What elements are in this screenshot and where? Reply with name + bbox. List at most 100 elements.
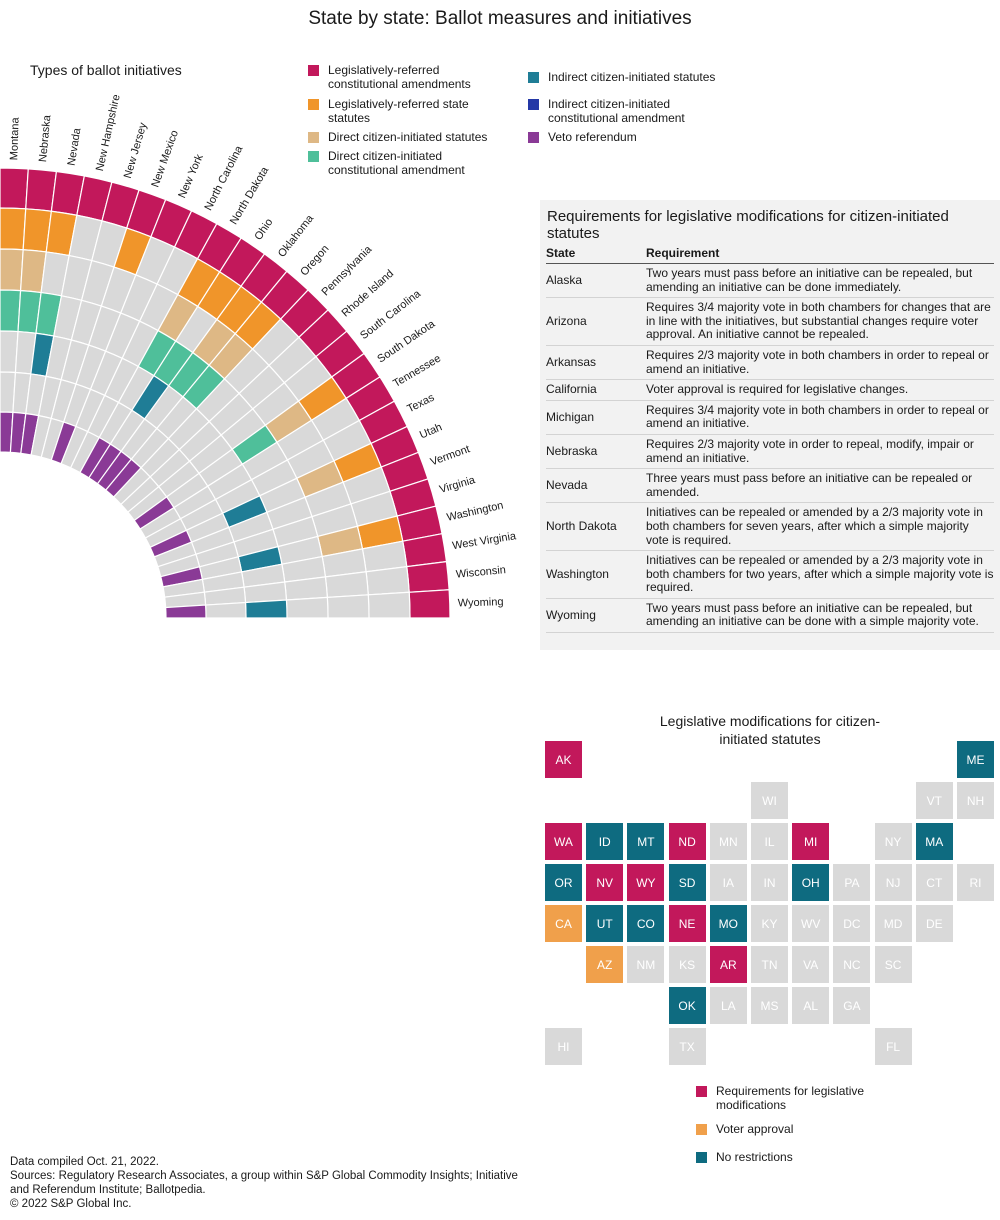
radial-cell — [285, 596, 329, 619]
state-tile: DE — [915, 905, 953, 942]
radial-cell — [0, 167, 29, 210]
radial-state-label: Nebraska — [37, 114, 53, 163]
row-state: Wyoming — [546, 598, 646, 634]
state-tile: KS — [668, 946, 706, 983]
radial-state-label: Texas — [405, 391, 436, 415]
row-requirement: Two years must pass before an initiative… — [646, 598, 994, 634]
state-tile: NH — [957, 782, 994, 819]
state-tile: VA — [792, 946, 830, 983]
legend-swatch — [696, 1086, 707, 1097]
radial-cell — [326, 594, 370, 619]
state-tile: MT — [627, 823, 665, 860]
table-row: Nevada Three years must pass before an in… — [546, 468, 994, 504]
state-tile: TN — [751, 946, 788, 983]
state-tile: MO — [709, 905, 747, 942]
row-state: Michigan — [546, 400, 646, 435]
radial-state-label: Vermont — [429, 443, 472, 468]
legend-swatch — [308, 65, 319, 76]
state-tile: IA — [709, 864, 747, 901]
legend-swatch — [308, 99, 319, 110]
row-state: North Dakota — [546, 502, 646, 552]
row-requirement: Requires 2/3 majority vote in order to r… — [646, 434, 994, 470]
state-tile: MD — [874, 905, 912, 942]
table-row: Arkansas Requires 2/3 majority vote in bo… — [546, 345, 994, 381]
row-requirement: Three years must pass before an initiati… — [646, 468, 994, 504]
row-state: Nebraska — [546, 434, 646, 470]
radial-cell — [244, 599, 288, 619]
row-requirement: Initiatives can be repealed or amended b… — [646, 502, 994, 552]
radial-state-label: Oregon — [298, 243, 331, 278]
legend-item: No restrictions — [696, 1150, 916, 1164]
legend-swatch — [696, 1124, 707, 1135]
table-row: Arizona Requires 3/4 majority vote in bot… — [546, 297, 994, 346]
legend-item: Voter approval — [696, 1122, 916, 1136]
legend-item: Legislatively-referred constitutional am… — [308, 63, 528, 91]
radial-chart: AlabamaAlaskaArizonaArkansasCaliforniaCo… — [0, 93, 518, 619]
state-tile: NC — [833, 946, 871, 983]
state-tile: WV — [792, 905, 830, 942]
legend-swatch — [308, 151, 319, 162]
state-tile: AL — [792, 987, 830, 1024]
radial-state-label: New Hampshire — [94, 93, 123, 172]
table-row: Michigan Requires 3/4 majority vote in bo… — [546, 400, 994, 435]
legend-label: Direct citizen-initiated statutes — [328, 130, 488, 144]
legend-swatch — [528, 132, 539, 143]
radial-state-label: Virginia — [438, 474, 477, 496]
state-tile: NM — [627, 946, 665, 983]
state-tile: VT — [915, 782, 953, 819]
legend-item: Direct citizen-initiated constitutional … — [308, 149, 528, 177]
state-tile: RI — [957, 864, 994, 901]
requirements-title: Requirements for legislative modificatio… — [547, 208, 949, 242]
table-row: Washington Initiatives can be repealed or… — [546, 550, 994, 599]
legend-item: Veto referendum — [528, 130, 748, 144]
radial-cell — [0, 248, 24, 292]
legend-label: Indirect citizen-initiated statutes — [548, 70, 716, 84]
state-tile: OR — [545, 864, 582, 901]
radial-cells — [0, 167, 451, 619]
row-requirement: Initiatives can be repealed or amended b… — [646, 550, 994, 599]
state-tile: NE — [668, 905, 706, 942]
table-row: Wyoming Two years must pass before an ini… — [546, 598, 994, 634]
legend-item: Direct citizen-initiated statutes — [308, 130, 528, 144]
legend-item: Indirect citizen-initiated statutes — [528, 70, 748, 84]
state-tile: OH — [792, 864, 830, 901]
legend-swatch — [528, 72, 539, 83]
radial-state-label: Wisconsin — [455, 564, 506, 581]
state-tile: FL — [874, 1028, 912, 1065]
state-tile: WY — [627, 864, 665, 901]
table-row: Nebraska Requires 2/3 majority vote in or… — [546, 434, 994, 470]
radial-state-label: New Jersey — [122, 121, 150, 180]
state-tile: MA — [915, 823, 953, 860]
radial-cell — [324, 571, 369, 599]
state-tile: UT — [586, 905, 624, 942]
legend-label: Requirements for legislative modificatio… — [716, 1084, 865, 1112]
legend-label: Voter approval — [716, 1122, 794, 1136]
legend-label: No restrictions — [716, 1150, 793, 1164]
requirements-table: State Requirement Alaska Two years must p… — [546, 245, 994, 634]
footer-compiled: Data compiled Oct. 21, 2022. — [10, 1156, 159, 1168]
state-tile: GA — [833, 987, 871, 1024]
legend-item: Legislatively-referred state statutes — [308, 97, 528, 125]
state-tile: WI — [751, 782, 788, 819]
row-state: Arkansas — [546, 345, 646, 381]
radial-state-label: Montana — [8, 116, 21, 160]
state-tile: CT — [915, 864, 953, 901]
state-tile: AK — [545, 741, 582, 778]
state-tile: SC — [874, 946, 912, 983]
radial-state-label: Wyoming — [458, 596, 504, 609]
state-tile: MI — [792, 823, 830, 860]
radial-state-label: New Mexico — [149, 129, 181, 189]
state-tile: LA — [709, 987, 747, 1024]
footer: Data compiled Oct. 21, 2022. Sources: Re… — [10, 1155, 530, 1211]
state-tile: NY — [874, 823, 912, 860]
radial-state-label: Tennessee — [391, 353, 443, 390]
radial-state-label: New York — [176, 152, 206, 200]
footer-sources: Sources: Regulatory Research Associates,… — [10, 1170, 518, 1196]
radial-state-label: Washington — [446, 500, 505, 524]
state-tile: MN — [709, 823, 747, 860]
legend-label: Direct citizen-initiated constitutional … — [328, 149, 465, 177]
state-tile: MS — [751, 987, 788, 1024]
table-row: Alaska Two years must pass before an init… — [546, 263, 994, 299]
legend-label: Veto referendum — [548, 130, 637, 144]
requirements-panel: Requirements for legislative modificatio… — [540, 200, 1000, 650]
